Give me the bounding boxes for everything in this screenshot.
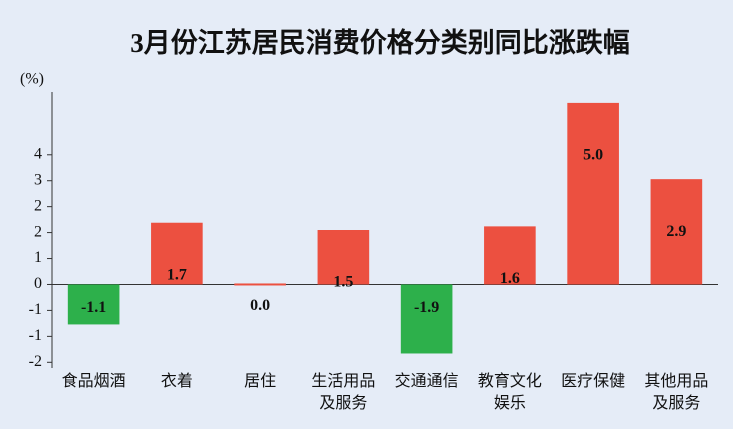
bar [400,284,453,354]
x-tick-label: 食品烟酒 [62,372,126,390]
value-label: 1.5 [333,274,353,291]
y-axis-label: (%) [20,71,44,88]
value-label: 5.0 [583,147,603,164]
value-label: -1.9 [414,299,439,316]
bar [317,230,370,285]
x-tick-label: 交通通信 [395,372,459,390]
y-tick-label: -2 [29,353,42,370]
chart-title: 3月份江苏居民消费价格分类别同比涨跌幅 [130,28,630,58]
x-tick-label: 其他用品及服务 [644,372,708,412]
bar [234,283,286,286]
y-tick-label: 0 [34,275,42,292]
x-tick-label: 教育文化娱乐 [478,372,542,412]
y-tick-label: 2 [34,223,42,240]
y-tick-label: 1 [34,249,42,266]
bar [151,222,203,285]
value-label: 2.9 [666,223,686,240]
bar [484,226,536,285]
x-tick-label: 医疗保健 [561,372,625,390]
x-tick-label: 生活用品及服务 [311,372,375,412]
bar [567,102,619,285]
x-tick-label: 衣着 [161,372,193,390]
bar [67,284,120,325]
value-label: 1.7 [167,266,187,283]
value-label: 1.6 [500,270,520,287]
y-tick-label: 3 [34,171,42,188]
x-tick-label: 居住 [244,372,276,390]
y-tick-label: 4 [34,145,42,162]
y-tick-label: -1 [29,327,42,344]
y-tick-label: -1 [29,301,42,318]
y-tick-label: 2 [34,197,42,214]
bar [650,179,703,285]
value-label: 0.0 [250,297,270,314]
value-label: -1.1 [81,299,106,316]
